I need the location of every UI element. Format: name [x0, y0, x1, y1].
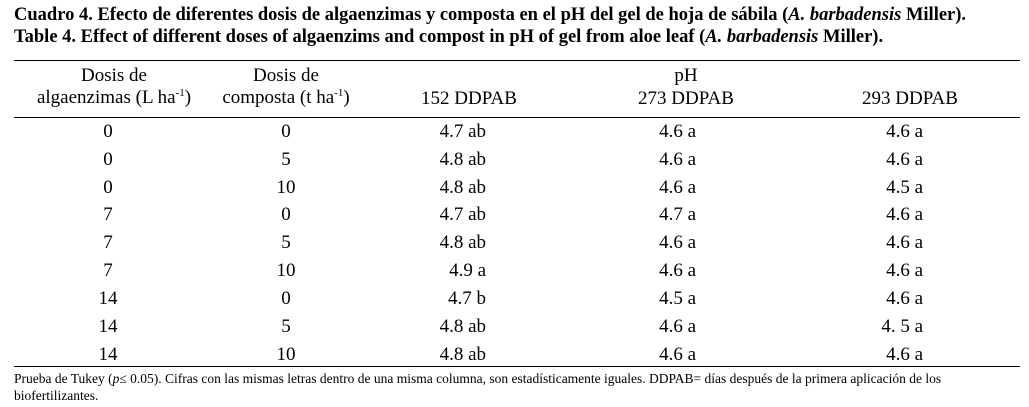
bottom-rule — [14, 366, 1020, 367]
cell-ph-273-ddpab: 4.6 a — [659, 316, 696, 337]
cell-algaenzimas-dose: 14 — [98, 344, 118, 365]
cell-ph-152-ddpab: 4.7 ab — [439, 121, 486, 142]
cell-ph-293-ddpab: 4. 5 a — [881, 316, 923, 337]
header-col1-line2: algaenzimas (L ha-1) — [36, 87, 192, 108]
header-152-ddpab: 152 DDPAB — [421, 88, 517, 109]
cell-composta-dose: 10 — [276, 344, 296, 365]
cell-algaenzimas-dose: 14 — [98, 316, 118, 337]
caption-spanish: Cuadro 4. Efecto de diferentes dosis de … — [14, 4, 1024, 26]
header-273-ddpab: 273 DDPAB — [638, 88, 734, 109]
header-293-ddpab: 293 DDPAB — [862, 88, 958, 109]
cell-ph-152-ddpab: 4.8 ab — [439, 232, 486, 253]
cell-ph-273-ddpab: 4.7 a — [659, 204, 696, 225]
cell-ph-152-ddpab: 4.8 ab — [439, 177, 486, 198]
cell-ph-152-ddpab: 4.8 ab — [439, 149, 486, 170]
cell-ph-293-ddpab: 4.5 a — [886, 177, 923, 198]
cell-ph-273-ddpab: 4.6 a — [659, 177, 696, 198]
cell-composta-dose: 10 — [276, 177, 296, 198]
cell-composta-dose: 0 — [281, 288, 291, 309]
header-algaenzimas-dose: Dosis de algaenzimas (L ha-1) — [14, 65, 214, 109]
cell-composta-dose: 5 — [281, 316, 291, 337]
cell-ph-293-ddpab: 4.6 a — [886, 121, 923, 142]
cell-algaenzimas-dose: 7 — [103, 260, 113, 281]
cell-ph-152-ddpab: 4.9 a — [449, 260, 486, 281]
cell-algaenzimas-dose: 0 — [103, 121, 113, 142]
caption-es-species: A. barbadensis — [788, 5, 902, 25]
cell-algaenzimas-dose: 7 — [103, 204, 113, 225]
cell-ph-273-ddpab: 4.6 a — [659, 149, 696, 170]
cell-composta-dose: 5 — [281, 232, 291, 253]
table-caption: Cuadro 4. Efecto de diferentes dosis de … — [14, 4, 1024, 48]
table-footnote: Prueba de Tukey (p≤ 0.05). Cifras con la… — [14, 371, 942, 403]
header-col1-line1: Dosis de — [81, 65, 147, 86]
cell-composta-dose: 0 — [281, 204, 291, 225]
cell-ph-152-ddpab: 4.8 ab — [439, 316, 486, 337]
cell-ph-152-ddpab: 4.7 ab — [439, 204, 486, 225]
cell-algaenzimas-dose: 0 — [103, 149, 113, 170]
cell-composta-dose: 5 — [281, 149, 291, 170]
caption-es-suffix: Miller). — [901, 5, 967, 25]
cell-ph-293-ddpab: 4.6 a — [886, 344, 923, 365]
caption-english: Table 4. Effect of different doses of al… — [14, 26, 1024, 48]
header-composta-dose: Dosis de composta (t ha-1) — [186, 65, 386, 109]
cell-ph-273-ddpab: 4.6 a — [659, 260, 696, 281]
cell-ph-273-ddpab: 4.6 a — [659, 344, 696, 365]
cell-ph-152-ddpab: 4.8 ab — [439, 344, 486, 365]
caption-en-species: A. barbadensis — [705, 27, 819, 47]
cell-ph-152-ddpab: 4.7 b — [448, 288, 486, 309]
cell-algaenzimas-dose: 14 — [98, 288, 118, 309]
cell-ph-273-ddpab: 4.5 a — [659, 288, 696, 309]
header-col2-line1: Dosis de — [253, 65, 319, 86]
cell-ph-293-ddpab: 4.6 a — [886, 232, 923, 253]
cell-algaenzimas-dose: 0 — [103, 177, 113, 198]
cell-ph-273-ddpab: 4.6 a — [659, 232, 696, 253]
cell-algaenzimas-dose: 7 — [103, 232, 113, 253]
cell-ph-293-ddpab: 4.6 a — [886, 149, 923, 170]
caption-en-suffix: Miller). — [818, 27, 884, 47]
header-col2-line2: composta (t ha-1) — [222, 87, 350, 108]
header-rule — [14, 117, 1020, 118]
top-rule — [14, 60, 1020, 61]
cell-ph-293-ddpab: 4.6 a — [886, 204, 923, 225]
caption-es-text: Cuadro 4. Efecto de diferentes dosis de … — [14, 5, 789, 25]
cell-ph-293-ddpab: 4.6 a — [886, 288, 923, 309]
caption-en-text: Table 4. Effect of different doses of al… — [14, 27, 706, 47]
cell-ph-273-ddpab: 4.6 a — [659, 121, 696, 142]
cell-composta-dose: 0 — [281, 121, 291, 142]
cell-ph-293-ddpab: 4.6 a — [886, 260, 923, 281]
header-ph-group: pH — [674, 65, 698, 86]
cell-composta-dose: 10 — [276, 260, 296, 281]
